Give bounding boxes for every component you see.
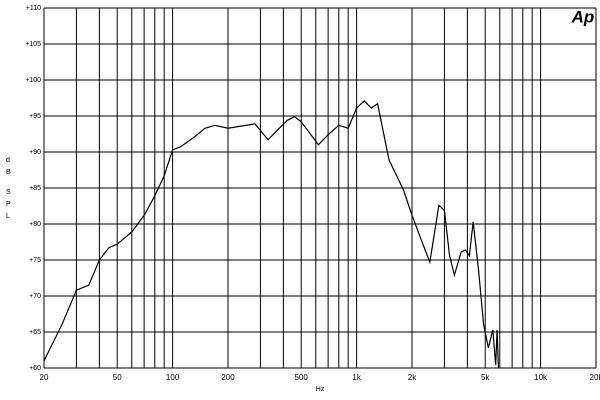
x-tick-label: 5k bbox=[481, 373, 490, 382]
y-tick-label: +90 bbox=[29, 149, 41, 156]
x-tick-label: 50 bbox=[113, 373, 122, 382]
y-tick-label: +65 bbox=[29, 329, 41, 336]
y-tick-label: +85 bbox=[29, 185, 41, 192]
y-tick-label: +80 bbox=[29, 221, 41, 228]
y-tick-label: +100 bbox=[25, 77, 41, 84]
y-tick-label: +95 bbox=[29, 113, 41, 120]
x-tick-label: 10k bbox=[534, 373, 548, 382]
x-tick-label: 2k bbox=[408, 373, 417, 382]
response-line bbox=[43, 100, 500, 369]
x-tick-label: 20 bbox=[40, 373, 49, 382]
x-tick-label: 200 bbox=[221, 373, 235, 382]
y-tick-label: +70 bbox=[29, 293, 41, 300]
y-tick-label: +105 bbox=[25, 41, 41, 48]
x-tick-label: 100 bbox=[166, 373, 180, 382]
x-tick-label: 20k bbox=[590, 373, 600, 382]
y-tick-label: +75 bbox=[29, 257, 41, 264]
y-tick-label: +110 bbox=[26, 5, 41, 12]
y-tick-label: +60 bbox=[29, 365, 41, 372]
x-tick-label: 500 bbox=[295, 373, 309, 382]
x-tick-label: 1k bbox=[352, 373, 361, 382]
logo: Ap bbox=[571, 7, 595, 26]
x-axis-label: Hz bbox=[316, 386, 325, 393]
